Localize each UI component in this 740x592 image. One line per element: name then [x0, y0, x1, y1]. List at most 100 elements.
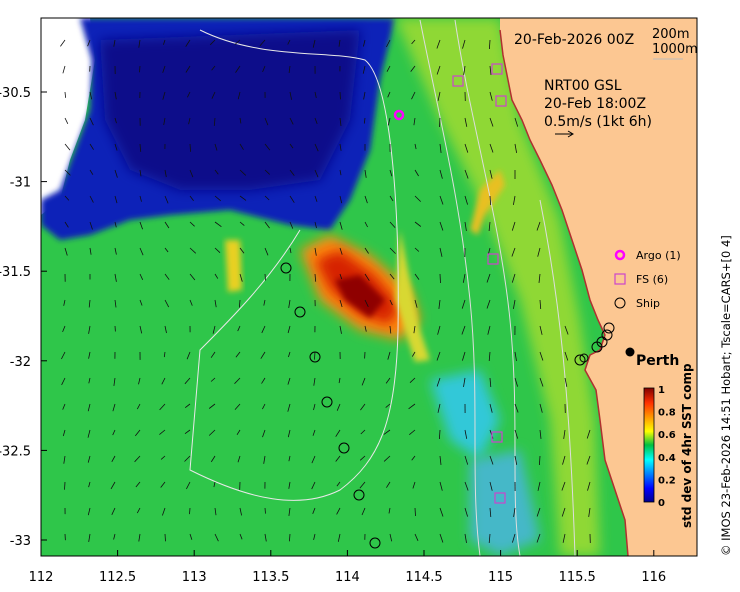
current-vector	[114, 169, 118, 178]
current-vector	[89, 143, 94, 150]
current-vector	[539, 299, 542, 310]
current-vector	[214, 507, 217, 516]
current-vector	[413, 325, 416, 334]
current-vector	[363, 117, 366, 124]
current-vector	[389, 325, 392, 334]
current-vector	[339, 195, 343, 204]
coastal-band	[395, 18, 600, 556]
current-vector	[539, 403, 543, 413]
current-vector	[464, 455, 469, 465]
current-vector	[185, 39, 191, 47]
current-vector	[389, 247, 396, 254]
colorbar	[643, 387, 655, 503]
current-vector	[139, 169, 142, 177]
bathymetry-contour-4	[539, 199, 576, 556]
current-vector	[439, 481, 443, 491]
current-vector	[312, 39, 316, 48]
current-vector	[88, 299, 91, 308]
current-vector	[563, 429, 566, 439]
contour-label-200m: 200m	[652, 27, 689, 42]
current-vector	[389, 195, 394, 202]
current-vector	[62, 429, 66, 437]
current-vector	[264, 195, 270, 201]
current-vector	[189, 299, 193, 306]
current-vector	[162, 65, 166, 73]
current-vector	[388, 507, 391, 514]
legend-fs-icon	[614, 273, 626, 285]
current-vector	[513, 299, 516, 309]
current-vector	[363, 39, 366, 47]
current-vector	[139, 299, 143, 306]
current-vector	[63, 455, 66, 464]
current-vector	[211, 65, 216, 71]
current-vector	[189, 143, 191, 152]
current-vector	[436, 39, 441, 49]
current-vector	[414, 195, 421, 202]
current-vector	[511, 221, 516, 231]
current-vector	[511, 273, 516, 283]
current-vector	[437, 91, 441, 101]
current-vector	[464, 195, 468, 205]
current-vector	[234, 377, 241, 384]
current-vector	[313, 533, 316, 540]
current-vector	[287, 429, 291, 438]
current-vector	[562, 455, 566, 465]
current-vector	[112, 429, 116, 436]
current-scale-label: 0.5m/s (1kt 6h)	[544, 114, 652, 130]
current-vector	[488, 351, 491, 362]
y-tick-label: -30.5	[0, 86, 31, 101]
current-vector	[414, 533, 419, 541]
current-vector	[110, 481, 116, 490]
current-vector	[114, 143, 118, 151]
current-vector	[184, 455, 191, 462]
current-vector	[189, 221, 195, 227]
current-vector	[436, 351, 441, 361]
current-vector	[411, 351, 416, 357]
current-vector	[214, 143, 218, 151]
current-vector	[239, 169, 247, 176]
current-vector	[513, 195, 516, 205]
current-vector	[136, 507, 141, 514]
current-vector	[464, 429, 468, 439]
current-vector	[314, 91, 317, 98]
current-vector	[210, 455, 216, 463]
current-vector	[436, 65, 441, 75]
current-vector	[414, 221, 422, 227]
current-vector	[160, 455, 166, 460]
current-vector	[162, 91, 166, 100]
current-vector	[439, 455, 442, 465]
current-vector	[288, 507, 291, 516]
current-vector	[264, 117, 269, 126]
current-vector	[264, 143, 271, 151]
current-vector	[339, 221, 343, 230]
current-vector	[462, 273, 466, 283]
current-vector	[389, 299, 393, 306]
cyan-patch	[430, 370, 500, 460]
current-vector	[439, 429, 441, 440]
current-vector	[214, 533, 219, 542]
current-vector	[312, 507, 316, 514]
current-vector	[189, 533, 193, 540]
current-vector	[288, 351, 291, 358]
current-vector	[489, 455, 494, 465]
current-vector	[164, 221, 170, 229]
current-vector	[539, 325, 543, 335]
ship-marker	[321, 396, 333, 408]
current-vector	[461, 299, 466, 309]
current-vector	[60, 39, 66, 47]
current-vector	[111, 455, 116, 462]
x-tick-label: 112	[29, 570, 54, 585]
current-vector	[487, 325, 491, 335]
current-vector	[464, 143, 469, 153]
current-vector	[361, 507, 366, 516]
current-vector	[114, 195, 118, 204]
current-vector	[287, 377, 291, 385]
current-product-label: NRT00 GSL	[544, 78, 622, 94]
current-vector	[439, 273, 441, 284]
current-vector	[214, 221, 222, 228]
bathymetry-contour-2	[419, 19, 481, 556]
current-vector	[386, 481, 391, 488]
current-vector	[184, 403, 191, 409]
current-vector	[439, 507, 444, 517]
